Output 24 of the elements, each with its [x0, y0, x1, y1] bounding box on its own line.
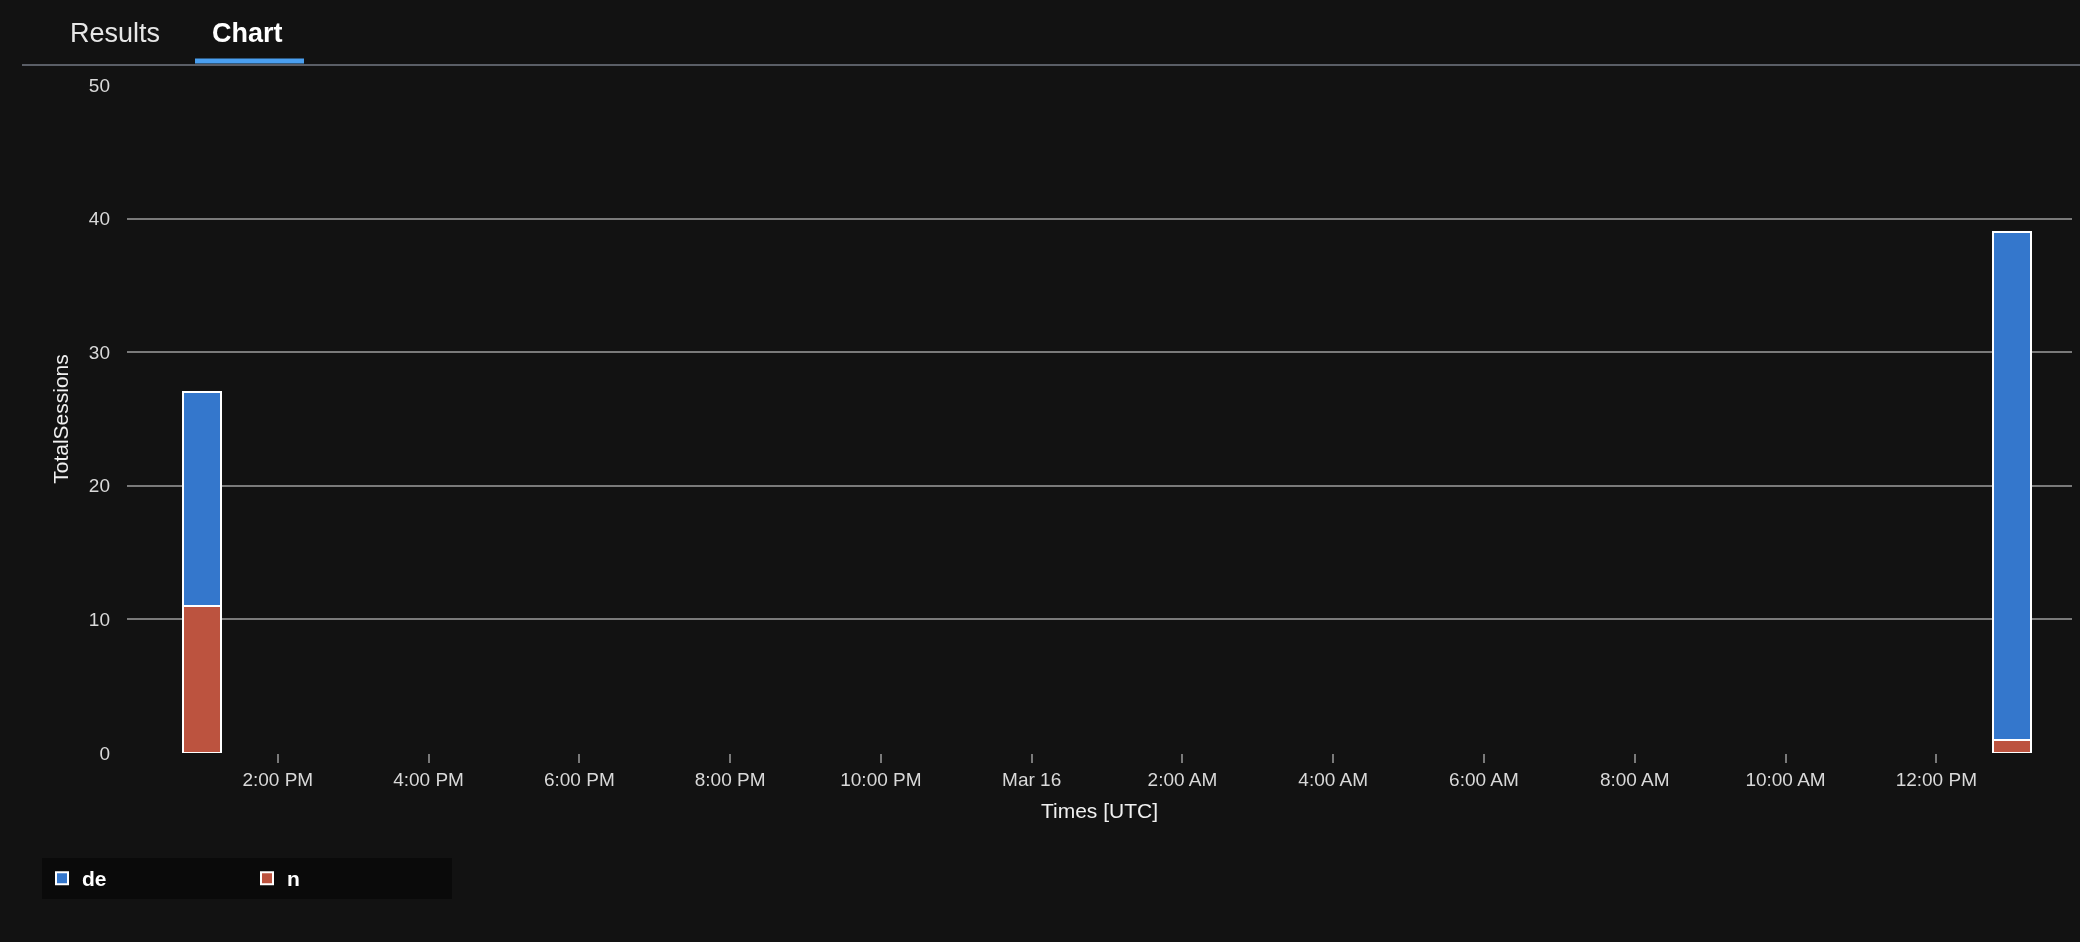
x-tick-label: 6:00 AM — [1449, 768, 1519, 790]
x-tick-label: 2:00 AM — [1147, 768, 1218, 790]
x-tick-label: 10:00 PM — [840, 768, 922, 790]
x-tick-label: 4:00 AM — [1298, 768, 1369, 790]
x-tick-label: 8:00 AM — [1599, 768, 1670, 790]
x-tick-label: 10:00 AM — [1745, 768, 1826, 790]
text: Chart — [212, 18, 283, 48]
x-tick-label: Mar 16 — [1002, 768, 1062, 790]
text: Results — [70, 18, 161, 48]
y-tick-label: 30 — [88, 341, 110, 363]
x-tick-label: 12:00 PM — [1895, 768, 1977, 790]
legend-label: de — [82, 867, 107, 891]
x-tick-label: 8:00 PM — [694, 768, 766, 790]
x-tick-label: 4:00 PM — [393, 768, 464, 790]
y-axis-title: TotalSessions — [49, 354, 73, 484]
y-tick-label: 50 — [88, 74, 110, 96]
y-tick-label: 40 — [88, 208, 110, 230]
y-tick-label: 10 — [88, 609, 110, 631]
x-tick-label: 2:00 PM — [242, 768, 314, 790]
x-axis-title: Times [UTC] — [1040, 799, 1159, 822]
legend-label: n — [287, 867, 300, 891]
y-tick-label: 20 — [88, 475, 110, 497]
x-tick-label: 6:00 PM — [543, 768, 615, 790]
y-tick-label: 0 — [99, 742, 110, 764]
